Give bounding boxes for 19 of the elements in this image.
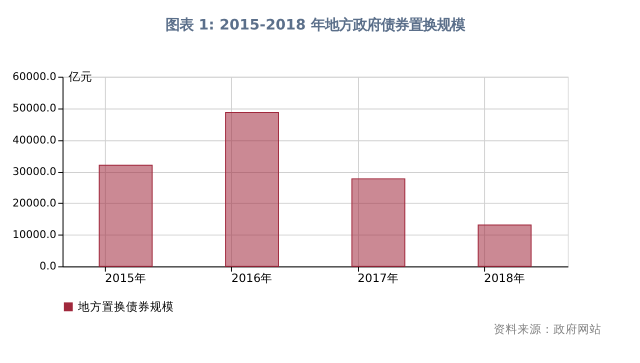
y-tick-label: 0.0 [39, 260, 57, 273]
y-tick-label: 20000.0 [12, 198, 57, 210]
text: 资料来源：政府网站 [494, 322, 602, 336]
x-tick-label: 2015年 [105, 271, 146, 286]
x-tick-label: 2018年 [484, 271, 526, 286]
chart-title: 图表 1: 2015-2018 年地方政府债券置换规模 [166, 16, 466, 34]
y-tick-label: 10000.0 [12, 229, 57, 242]
legend-label: 地方置换债券规模 [76, 300, 174, 314]
y-axis-title: 亿元 [67, 70, 92, 84]
bar [98, 164, 153, 267]
y-tick-label: 40000.0 [12, 134, 57, 146]
y-tick-label: 50000.0 [12, 102, 57, 115]
bar [351, 178, 406, 267]
y-tick-label: 30000.0 [12, 166, 57, 178]
y-tick-label: 60000.0 [12, 71, 57, 84]
x-tick-label: 2016年 [231, 271, 273, 286]
bar [478, 224, 532, 267]
x-tick-label: 2017年 [358, 271, 400, 286]
bar [225, 112, 279, 267]
